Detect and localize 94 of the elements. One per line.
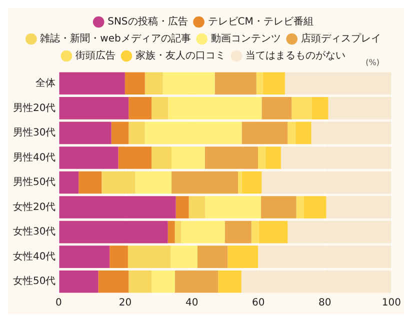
bar — [98, 270, 129, 293]
bar — [59, 270, 98, 293]
legend-label: 当てはまるものがない — [246, 50, 346, 62]
x-tick-label: 80 — [318, 298, 332, 309]
bar — [258, 246, 392, 268]
bar — [124, 72, 145, 95]
bar — [152, 146, 172, 169]
bar — [296, 196, 304, 218]
bar — [59, 196, 176, 218]
bar — [258, 146, 266, 169]
x-tick-label: 40 — [185, 298, 198, 309]
bar — [256, 72, 263, 95]
bar — [102, 171, 136, 194]
bar — [197, 246, 228, 268]
legend-label: 店頭ディスプレイ — [300, 32, 381, 45]
bar — [128, 270, 152, 293]
bar — [242, 122, 288, 144]
bar — [162, 72, 215, 95]
legend-label: テレビCM・テレビ番組 — [208, 16, 314, 28]
bar — [128, 122, 145, 144]
bar — [214, 72, 256, 95]
bar — [144, 122, 242, 144]
bar — [242, 171, 262, 194]
legend-label: SNSの投稿・広告 — [108, 16, 188, 28]
y-tick-label: 男性20代 — [12, 102, 56, 114]
bar — [144, 72, 163, 95]
bar — [181, 220, 225, 244]
bar — [118, 146, 152, 169]
x-tick-label: 0 — [56, 298, 62, 309]
y-tick-label: 女性40代 — [12, 250, 56, 262]
bar — [284, 72, 392, 95]
legend-label: 雑誌・新聞・webメディアの記事 — [40, 32, 191, 45]
bar — [59, 171, 79, 194]
y-tick-label: 女性20代 — [12, 200, 56, 213]
bar — [311, 122, 392, 144]
x-tick-label: 60 — [252, 298, 265, 309]
bar — [174, 270, 218, 293]
bar — [128, 246, 171, 268]
bar — [251, 220, 259, 244]
bar — [258, 220, 288, 244]
bar — [224, 220, 252, 244]
bar — [152, 270, 175, 293]
bar — [328, 97, 392, 120]
legend-label: 家族・友人の口コミ — [136, 50, 226, 62]
bar — [295, 122, 312, 144]
legend-label: 動画コンテンツ — [210, 34, 281, 45]
bar — [292, 97, 312, 120]
bar — [204, 146, 258, 169]
bar — [152, 97, 168, 120]
bar — [205, 196, 262, 218]
bar — [59, 97, 129, 120]
bar — [128, 97, 152, 120]
bar — [176, 196, 189, 218]
bar — [174, 220, 182, 244]
text: (%) — [366, 58, 380, 68]
bar — [59, 122, 112, 144]
bar — [59, 220, 168, 244]
bar — [111, 122, 129, 144]
bar — [262, 97, 292, 120]
bar — [312, 97, 328, 120]
bar — [326, 196, 392, 218]
x-tick-label: 20 — [118, 298, 132, 309]
bar — [135, 171, 172, 194]
y-tick-label: 男性30代 — [12, 126, 56, 139]
bar — [172, 171, 238, 194]
bar — [265, 146, 281, 169]
bar — [172, 146, 205, 169]
bar — [110, 246, 128, 268]
bar — [241, 270, 392, 293]
bar — [288, 220, 392, 244]
y-tick-label: 女性30代 — [12, 226, 56, 238]
bar — [59, 246, 110, 268]
bar — [280, 146, 392, 169]
bar — [170, 246, 198, 268]
bar — [168, 97, 262, 120]
x-tick-label: 100 — [382, 298, 402, 309]
y-tick-label: 女性50代 — [12, 275, 56, 288]
bar — [261, 196, 296, 218]
bar — [288, 122, 296, 144]
bar — [188, 196, 206, 218]
bar — [78, 171, 102, 194]
y-tick-label: 全体 — [36, 76, 56, 89]
bar — [218, 270, 242, 293]
bar — [304, 196, 326, 218]
bar — [238, 171, 242, 194]
bar — [59, 72, 125, 95]
bar — [168, 220, 175, 244]
bar — [228, 246, 258, 268]
legend-label: 街頭広告 — [76, 50, 116, 62]
bar — [262, 171, 392, 194]
y-tick-label: 男性40代 — [12, 151, 56, 164]
bar — [59, 146, 118, 169]
bar — [262, 72, 285, 95]
y-tick-label: 男性50代 — [12, 176, 56, 188]
